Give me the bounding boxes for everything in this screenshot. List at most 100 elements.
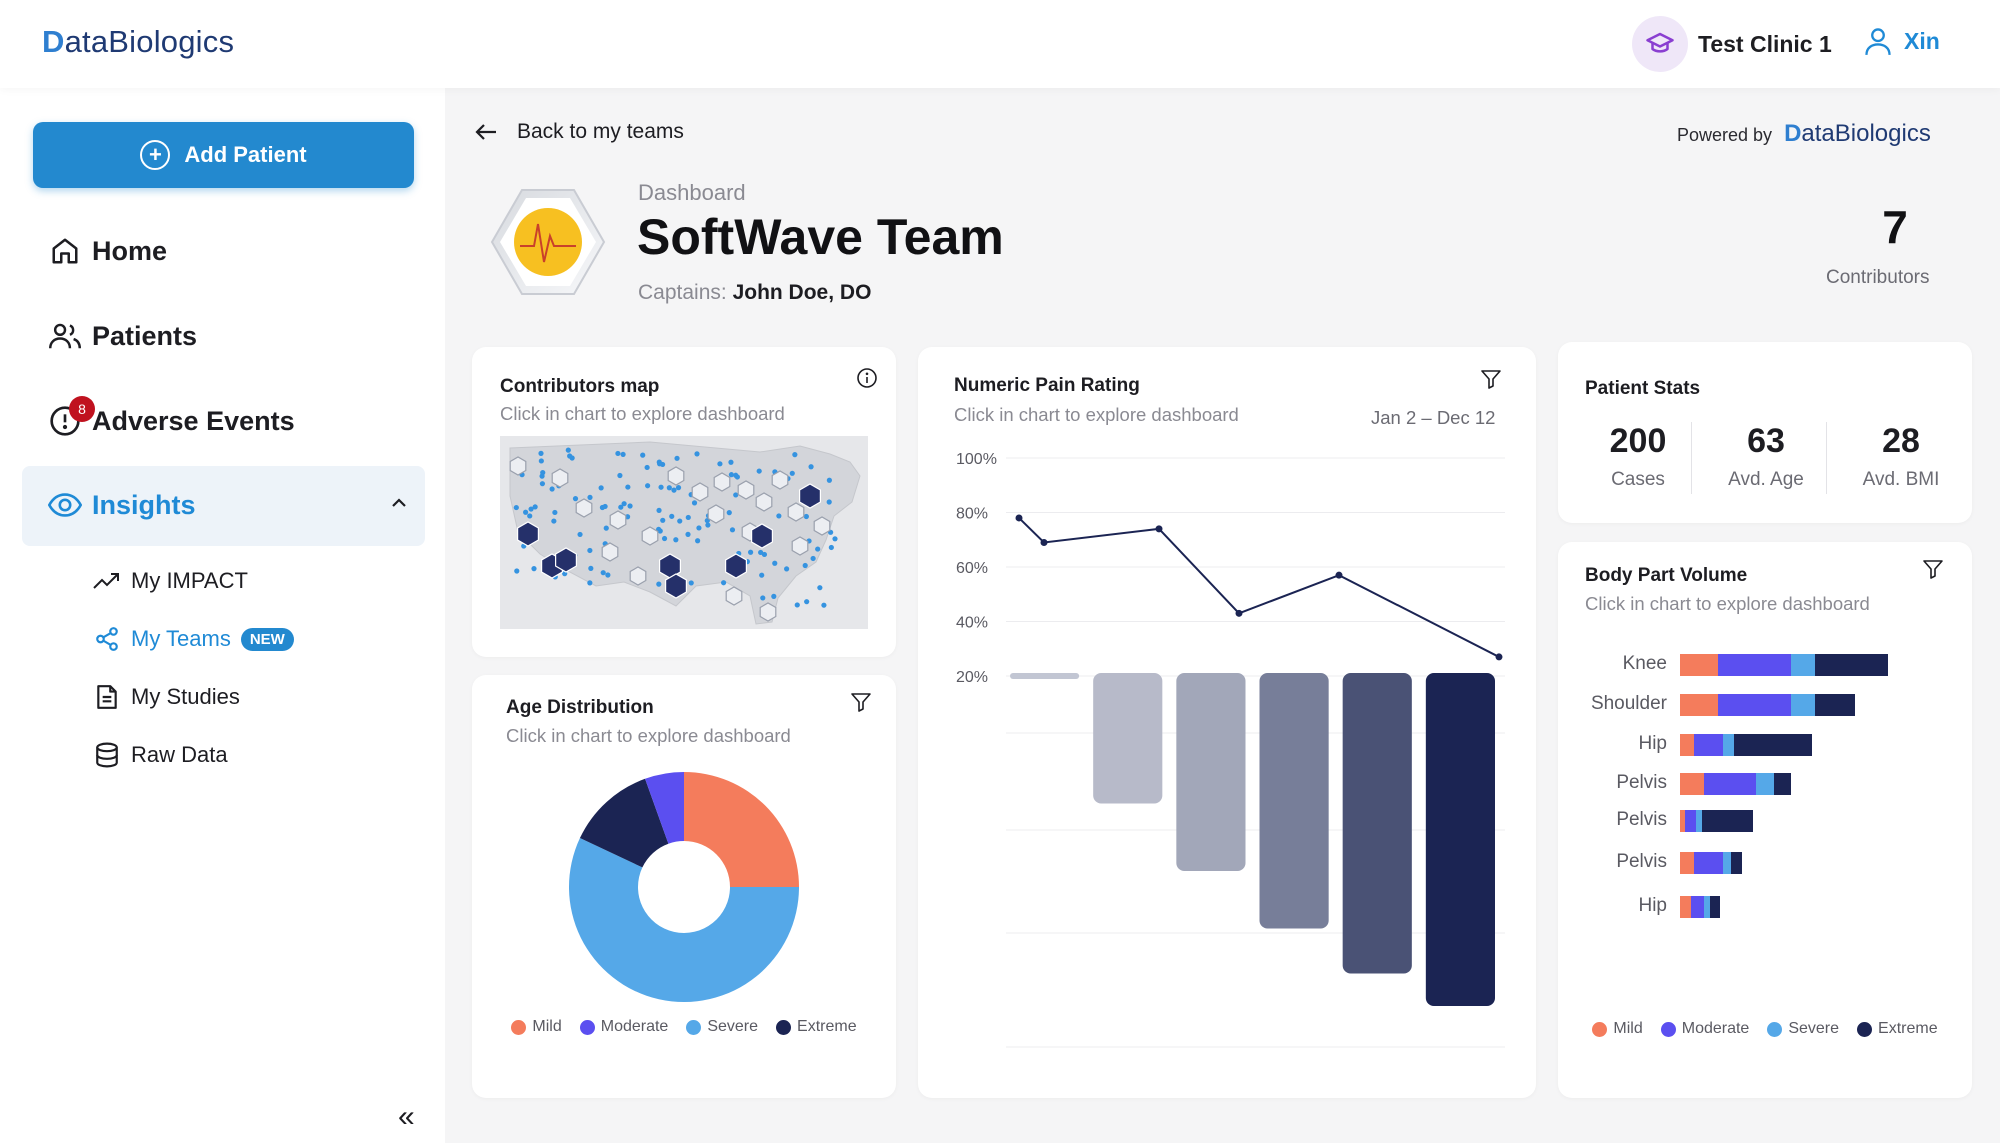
age-donut-chart[interactable] xyxy=(564,767,804,1007)
alert-icon: 8 xyxy=(48,396,95,438)
legend-item-moderate[interactable]: Moderate xyxy=(579,1018,668,1036)
map-marker-dark[interactable] xyxy=(517,521,539,547)
powered-by-logo: DataBiologics xyxy=(1784,120,1931,148)
map-marker-light[interactable] xyxy=(755,492,773,512)
map-marker-light[interactable] xyxy=(707,504,725,524)
legend-item-severe[interactable]: Severe xyxy=(1767,1020,1839,1038)
contributors-label: Contributors xyxy=(1826,267,1930,288)
map-marker-light[interactable] xyxy=(629,566,647,586)
pain-bar[interactable] xyxy=(1259,673,1329,929)
map-marker-light[interactable] xyxy=(713,472,731,492)
map-marker-light[interactable] xyxy=(609,510,627,530)
us-map[interactable] xyxy=(500,436,868,629)
map-marker-dark[interactable] xyxy=(799,483,821,509)
pain-bar[interactable] xyxy=(1010,673,1080,679)
sidebar-item-adverse-events[interactable]: 8 Adverse Events xyxy=(48,396,295,438)
sidebar-item-patients[interactable]: Patients xyxy=(48,319,197,353)
legend-item-severe[interactable]: Severe xyxy=(686,1018,758,1036)
sidebar-subitem-my-studies[interactable]: My Studies xyxy=(93,683,240,711)
donut-slice-extreme[interactable] xyxy=(579,778,669,868)
map-marker-light[interactable] xyxy=(737,480,755,500)
map-dot xyxy=(657,461,663,467)
body-part-bar[interactable] xyxy=(1680,810,1753,832)
body-part-bar[interactable] xyxy=(1680,896,1721,918)
bar-segment-mild xyxy=(1680,654,1718,676)
collapse-sidebar-button[interactable]: « xyxy=(398,1100,415,1133)
back-to-teams-link[interactable]: Back to my teams xyxy=(475,120,684,144)
map-dot xyxy=(728,472,735,478)
contributors-map-card[interactable]: Contributors map Click in chart to explo… xyxy=(472,347,896,657)
info-icon[interactable] xyxy=(856,367,878,389)
clinic-switcher[interactable]: Test Clinic 1 xyxy=(1632,16,1832,72)
pain-point[interactable] xyxy=(1155,525,1163,533)
map-marker-light[interactable] xyxy=(813,516,831,536)
sidebar-subitem-my-teams[interactable]: My Teams NEW xyxy=(93,625,294,653)
body-part-bar[interactable] xyxy=(1680,852,1743,874)
map-dot xyxy=(531,566,537,572)
legend-item-extreme[interactable]: Extreme xyxy=(1857,1020,1938,1038)
map-marker-light[interactable] xyxy=(791,536,809,556)
pain-bar[interactable] xyxy=(1176,673,1246,871)
y-tick-label: 20% xyxy=(956,669,988,686)
insights-header[interactable]: Insights xyxy=(48,488,196,522)
database-icon xyxy=(93,741,121,769)
body-part-bar[interactable] xyxy=(1680,734,1813,756)
body-part-volume-card[interactable]: Body Part Volume Click in chart to explo… xyxy=(1558,542,1972,1098)
pain-point[interactable] xyxy=(1235,609,1243,617)
map-marker-dark[interactable] xyxy=(751,523,773,549)
legend-item-moderate[interactable]: Moderate xyxy=(1660,1020,1749,1038)
chevron-up-icon[interactable] xyxy=(391,496,407,514)
body-part-bar[interactable] xyxy=(1680,773,1791,795)
legend-item-extreme[interactable]: Extreme xyxy=(776,1018,857,1036)
body-part-bar[interactable] xyxy=(1680,654,1888,676)
filter-icon[interactable] xyxy=(1922,558,1944,580)
map-marker-light[interactable] xyxy=(667,466,685,486)
pain-bar[interactable] xyxy=(1093,673,1163,804)
map-marker-light[interactable] xyxy=(691,482,709,502)
legend-item-mild[interactable]: Mild xyxy=(511,1018,562,1036)
map-marker-light[interactable] xyxy=(509,456,527,476)
map-marker-light[interactable] xyxy=(771,470,789,490)
pain-point[interactable] xyxy=(1015,514,1023,522)
bar-segment-extreme xyxy=(1701,810,1753,832)
map-marker-dark[interactable] xyxy=(555,547,577,573)
numeric-pain-rating-card[interactable]: Numeric Pain Rating Click in chart to ex… xyxy=(918,347,1536,1098)
map-dot xyxy=(666,485,672,491)
map-marker-light[interactable] xyxy=(575,498,593,518)
map-marker-light[interactable] xyxy=(725,586,743,606)
databiologics-logo[interactable]: DataBiologics xyxy=(42,24,234,60)
user-menu[interactable]: Xin xyxy=(1864,26,1940,56)
sidebar-subitem-my-impact[interactable]: My IMPACT xyxy=(93,567,248,595)
legend-label: Extreme xyxy=(797,1018,857,1035)
map-marker-light[interactable] xyxy=(787,502,805,522)
pain-rating-chart[interactable]: 100% 80% 60% 40% 20% xyxy=(918,347,1536,1098)
sidebar-item-insights[interactable]: Insights xyxy=(22,466,425,546)
pain-point[interactable] xyxy=(1495,653,1503,661)
donut-slice-severe[interactable] xyxy=(569,838,799,1002)
card-title: Patient Stats xyxy=(1585,378,1701,399)
legend-item-mild[interactable]: Mild xyxy=(1592,1020,1643,1038)
date-range[interactable]: Jan 2 – Dec 12 xyxy=(1371,407,1496,428)
map-marker-dark[interactable] xyxy=(725,553,747,579)
age-distribution-card[interactable]: Age Distribution Click in chart to explo… xyxy=(472,675,896,1098)
map-marker-light[interactable] xyxy=(641,526,659,546)
map-marker-dark[interactable] xyxy=(665,573,687,599)
patient-stats-card: Patient Stats 200 Cases 63 Avd. Age 28 A… xyxy=(1558,342,1972,523)
map-marker-light[interactable] xyxy=(759,602,777,622)
pain-bar[interactable] xyxy=(1425,673,1495,1006)
map-marker-light[interactable] xyxy=(551,468,569,488)
map-dot xyxy=(804,599,810,605)
legend-dot xyxy=(1660,1021,1676,1037)
body-part-bar[interactable] xyxy=(1680,694,1856,716)
add-patient-button[interactable]: + Add Patient xyxy=(33,122,414,188)
filter-icon[interactable] xyxy=(1480,368,1502,390)
donut-slice-moderate[interactable] xyxy=(645,772,684,844)
pain-point[interactable] xyxy=(1040,538,1048,546)
pain-point[interactable] xyxy=(1335,571,1343,579)
pain-bar[interactable] xyxy=(1342,673,1412,974)
donut-slice-mild[interactable] xyxy=(684,772,799,887)
map-marker-light[interactable] xyxy=(601,542,619,562)
sidebar-item-home[interactable]: Home xyxy=(48,234,167,268)
filter-icon[interactable] xyxy=(850,691,872,713)
sidebar-subitem-raw-data[interactable]: Raw Data xyxy=(93,741,228,769)
